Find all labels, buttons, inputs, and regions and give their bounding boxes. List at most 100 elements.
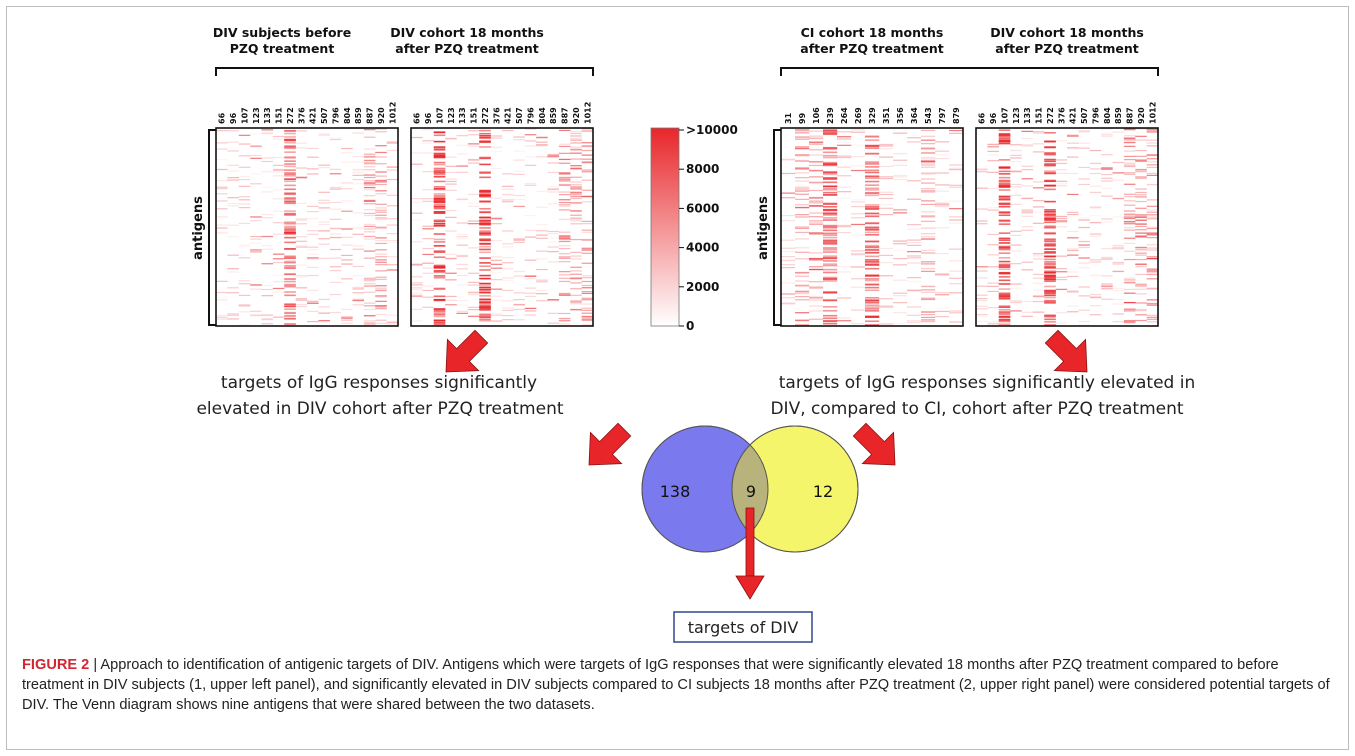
heatmap-cell <box>1010 150 1022 152</box>
heatmap-cell <box>1032 273 1045 276</box>
heatmap-cell <box>272 164 285 166</box>
heatmap-cell <box>445 258 457 260</box>
heatmap-cell <box>1010 301 1022 304</box>
heatmap-cell <box>502 199 514 201</box>
heatmap-cell <box>935 202 950 204</box>
heatmap-cell <box>921 147 936 149</box>
heatmap-cell <box>363 238 376 240</box>
heatmap-cell <box>823 206 838 208</box>
heatmap-cell <box>581 195 594 197</box>
heatmap-cell <box>823 249 838 251</box>
heatmap-cell <box>513 205 525 207</box>
heatmap-cell <box>227 150 239 152</box>
heatmap-cell <box>976 294 988 296</box>
heatmap-cell <box>558 191 571 193</box>
heatmap-cell <box>851 199 866 201</box>
heatmap-cell <box>1135 246 1147 248</box>
heatmap-cell <box>1044 291 1056 294</box>
heatmap-cell <box>536 300 548 302</box>
heatmap-cell <box>1135 319 1147 322</box>
heatmap-cell <box>809 310 824 312</box>
heatmap-cell <box>781 247 796 249</box>
heatmap-cell <box>558 292 571 295</box>
heatmap-cell <box>375 308 387 310</box>
heatmap-cell <box>823 131 838 134</box>
heatmap-cell <box>524 275 537 277</box>
heatmap-cell <box>865 145 880 148</box>
heatmap-cell <box>1135 223 1147 225</box>
annotation-left: targets of IgG responses significantly e… <box>196 373 563 419</box>
heatmap-cell <box>363 285 376 287</box>
heatmap-cell <box>809 141 824 143</box>
heatmap-cell <box>581 162 594 164</box>
heatmap-cell <box>795 251 810 253</box>
heatmap-cell <box>456 268 469 270</box>
heatmap-cell <box>581 158 594 160</box>
heatmap-cell <box>865 139 880 141</box>
heatmap-cell <box>907 137 922 139</box>
heatmap-cell <box>823 191 838 194</box>
heatmap-cell <box>809 223 824 225</box>
heatmap-cell <box>921 215 936 217</box>
heatmap-cell <box>363 159 376 161</box>
heatmap-cell <box>949 283 964 285</box>
heatmap-cell <box>445 189 457 191</box>
heatmap-cell <box>795 215 810 218</box>
heatmap-cell <box>558 145 571 148</box>
heatmap-cell <box>921 190 936 192</box>
heatmap-cell <box>823 264 838 267</box>
heatmap-cell <box>1032 282 1045 284</box>
heatmap-cell <box>921 161 936 163</box>
heatmap-cell <box>1044 252 1056 254</box>
heatmap-cell <box>1044 221 1056 224</box>
heatmap-cell <box>1146 258 1159 260</box>
heatmap-cell <box>907 241 922 244</box>
heatmap-cell <box>456 274 469 277</box>
heatmap-cell <box>1032 253 1045 255</box>
heatmap-cell <box>363 200 376 202</box>
heatmap-cell <box>284 266 296 269</box>
heatmap-cell <box>284 193 296 196</box>
heatmap-cell <box>363 315 376 317</box>
heatmap-cell <box>893 264 908 266</box>
heatmap-cell <box>422 267 434 269</box>
heatmap-cell <box>998 135 1011 137</box>
heatmap-cell <box>879 214 894 216</box>
heatmap-cell <box>823 255 838 257</box>
heatmap-cell <box>318 164 330 166</box>
heatmap-cell <box>823 320 838 323</box>
heatmap-cell <box>363 163 376 165</box>
heatmap-cell <box>216 158 228 161</box>
heatmap-cell <box>422 253 434 256</box>
heatmap-cell <box>386 314 399 316</box>
heatmap-cell <box>1123 200 1136 202</box>
figure-canvas: DIV subjects before PZQ treatment DIV co… <box>191 25 1195 643</box>
heatmap-cell <box>1067 148 1079 150</box>
heatmap-cell <box>1055 312 1068 314</box>
heatmap-cell <box>479 196 491 198</box>
heatmap-cell <box>865 240 880 243</box>
heatmap-cell <box>467 162 480 164</box>
heatmap-cell <box>998 198 1011 200</box>
heatmap-cell <box>433 321 446 324</box>
heatmap-cell <box>375 210 387 212</box>
heatmap-cell <box>781 267 796 269</box>
heatmap-cell <box>250 216 262 218</box>
heatmap-cell <box>893 295 908 297</box>
heatmap-cell <box>479 231 491 233</box>
colorbar <box>650 127 680 327</box>
heatmap-cell <box>1055 288 1068 290</box>
heatmap-cell <box>1135 196 1147 198</box>
heatmap-cell <box>456 144 469 146</box>
heatmap-cell <box>479 298 491 301</box>
heatmap-cell <box>581 201 594 203</box>
heatmap-cell <box>284 188 296 191</box>
heatmap-cell <box>1010 144 1022 146</box>
heatmap-cell <box>865 310 880 312</box>
heatmap-cell <box>307 168 319 170</box>
heatmap-cell <box>524 278 537 280</box>
heatmap-cell <box>479 223 491 226</box>
heatmap-cell <box>570 165 582 167</box>
heatmap-cell <box>1078 178 1090 180</box>
heatmap-cell <box>375 300 387 302</box>
